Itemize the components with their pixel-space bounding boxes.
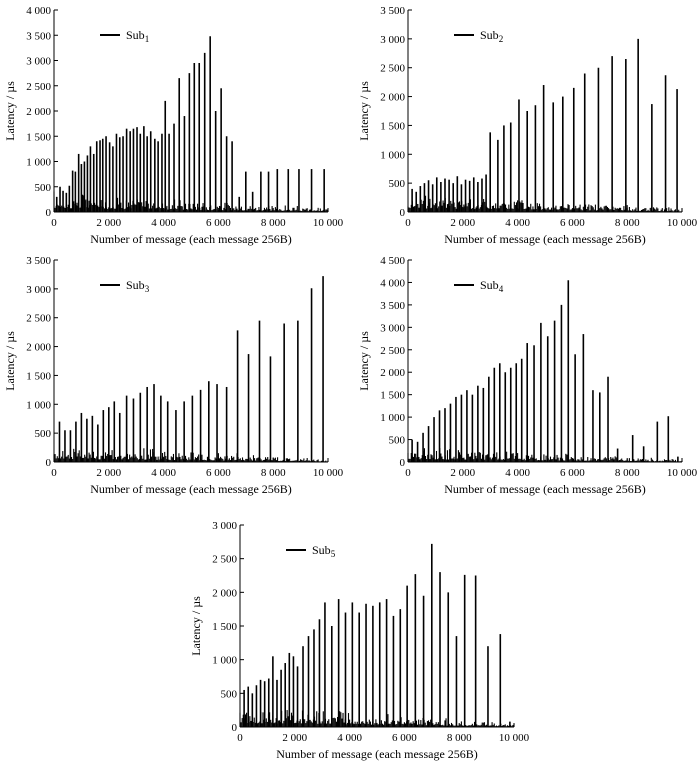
y-tick-label: 3 500 <box>26 255 51 267</box>
x-tick-label: 10 000 <box>313 467 344 479</box>
legend-label: Sub3 <box>126 278 150 294</box>
y-tick-label: 1 000 <box>26 157 51 169</box>
chart-panel-4: 0 500 1 000 1 500 2 000 2 500 3 000 3 500 4 000 4… <box>357 255 698 496</box>
y-tick-label: 2 500 <box>380 63 405 75</box>
legend-label: Sub2 <box>480 28 503 44</box>
x-tick-label: 8 000 <box>615 217 640 229</box>
y-tick-label: 1 000 <box>26 399 51 411</box>
x-axis-label: Number of message (each message 256B) <box>90 482 292 496</box>
x-tick-label: 0 <box>405 467 411 479</box>
y-tick-label: 0 <box>400 207 406 219</box>
y-tick-label: 1 000 <box>380 412 405 424</box>
x-tick-label: 0 <box>51 467 57 479</box>
x-tick-label: 10 000 <box>313 217 344 229</box>
x-tick-label: 10 000 <box>667 217 698 229</box>
y-tick-label: 2 500 <box>380 345 405 357</box>
legend-label: Sub1 <box>126 28 149 44</box>
x-axis-label: Number of message (each message 256B) <box>444 482 646 496</box>
chart-panel-5: 0 500 1 000 1 500 2 000 2 500 3 000 0 2 000 4 000… <box>189 520 530 761</box>
y-tick-label: 2 000 <box>380 367 405 379</box>
y-axis-label: Latency / µs <box>189 596 203 656</box>
x-tick-label: 8 000 <box>615 467 640 479</box>
y-axis-label: Latency / µs <box>357 331 371 391</box>
y-tick-label: 0 <box>400 457 406 469</box>
y-tick-label: 0 <box>46 207 52 219</box>
x-tick-label: 2 000 <box>96 217 121 229</box>
y-tick-label: 0 <box>232 722 238 734</box>
x-tick-label: 6 000 <box>560 217 585 229</box>
y-tick-label: 2 000 <box>26 342 51 354</box>
x-tick-label: 2 000 <box>282 732 307 744</box>
y-axis-label: Latency / µs <box>3 331 17 391</box>
x-tick-label: 10 000 <box>499 732 530 744</box>
x-tick-label: 6 000 <box>206 217 231 229</box>
x-tick-label: 8 000 <box>261 217 286 229</box>
y-tick-label: 2 500 <box>26 313 51 325</box>
y-tick-label: 4 500 <box>380 255 405 267</box>
y-tick-label: 1 000 <box>212 655 237 667</box>
y-tick-label: 500 <box>389 435 406 447</box>
noise-series <box>53 448 329 462</box>
x-tick-label: 6 000 <box>560 467 585 479</box>
x-axis-label: Number of message (each message 256B) <box>276 747 478 761</box>
x-tick-label: 4 000 <box>337 732 362 744</box>
x-tick-label: 6 000 <box>206 467 231 479</box>
chart-panel-1: 0 500 1 000 1 500 2 000 2 500 3 000 3 500 4 000 0… <box>3 5 344 246</box>
x-tick-label: 4 000 <box>151 217 176 229</box>
y-tick-label: 500 <box>35 182 52 194</box>
y-tick-label: 3 500 <box>26 30 51 42</box>
y-tick-label: 4 000 <box>380 277 405 289</box>
y-tick-label: 3 000 <box>26 56 51 68</box>
y-tick-label: 1 500 <box>26 131 51 143</box>
chart-panel-3: 0 500 1 000 1 500 2 000 2 500 3 000 3 500 0 2 000… <box>3 255 344 496</box>
x-axis-label: Number of message (each message 256B) <box>444 232 646 246</box>
y-tick-label: 3 000 <box>380 34 405 46</box>
y-tick-label: 1 500 <box>380 120 405 132</box>
y-tick-label: 3 000 <box>212 520 237 532</box>
y-tick-label: 1 500 <box>212 621 237 633</box>
x-tick-label: 10 000 <box>667 467 698 479</box>
x-tick-label: 0 <box>51 217 57 229</box>
x-tick-label: 2 000 <box>450 217 475 229</box>
y-tick-label: 0 <box>46 457 52 469</box>
y-axis-label: Latency / µs <box>3 81 17 141</box>
y-tick-label: 1 500 <box>380 390 405 402</box>
y-tick-label: 3 500 <box>380 5 405 17</box>
x-tick-label: 8 000 <box>261 467 286 479</box>
y-tick-label: 2 000 <box>212 587 237 599</box>
x-tick-label: 6 000 <box>392 732 417 744</box>
noise-series <box>407 448 683 462</box>
y-tick-label: 1 000 <box>380 149 405 161</box>
noise-series <box>53 191 329 212</box>
y-tick-label: 500 <box>35 428 52 440</box>
y-tick-label: 4 000 <box>26 5 51 17</box>
y-tick-label: 3 000 <box>380 322 405 334</box>
x-tick-label: 4 000 <box>505 217 530 229</box>
y-tick-label: 1 500 <box>26 370 51 382</box>
y-tick-label: 500 <box>389 178 406 190</box>
x-tick-label: 4 000 <box>505 467 530 479</box>
y-tick-label: 2 500 <box>26 81 51 93</box>
x-axis-label: Number of message (each message 256B) <box>90 232 292 246</box>
legend-label: Sub5 <box>312 543 336 559</box>
x-tick-label: 0 <box>405 217 411 229</box>
y-tick-label: 2 500 <box>212 554 237 566</box>
chart-panel-2: 0 500 1 000 1 500 2 000 2 500 3 000 3 500 0 2 000… <box>357 5 698 246</box>
y-tick-label: 2 000 <box>380 92 405 104</box>
y-tick-label: 2 000 <box>26 106 51 118</box>
x-tick-label: 0 <box>237 732 243 744</box>
legend-label: Sub4 <box>480 278 504 294</box>
y-tick-label: 3 500 <box>380 300 405 312</box>
y-axis-label: Latency / µs <box>357 81 371 141</box>
x-tick-label: 2 000 <box>96 467 121 479</box>
y-tick-label: 500 <box>221 688 238 700</box>
x-tick-label: 4 000 <box>151 467 176 479</box>
x-tick-label: 8 000 <box>447 732 472 744</box>
x-tick-label: 2 000 <box>450 467 475 479</box>
y-tick-label: 3 000 <box>26 284 51 296</box>
